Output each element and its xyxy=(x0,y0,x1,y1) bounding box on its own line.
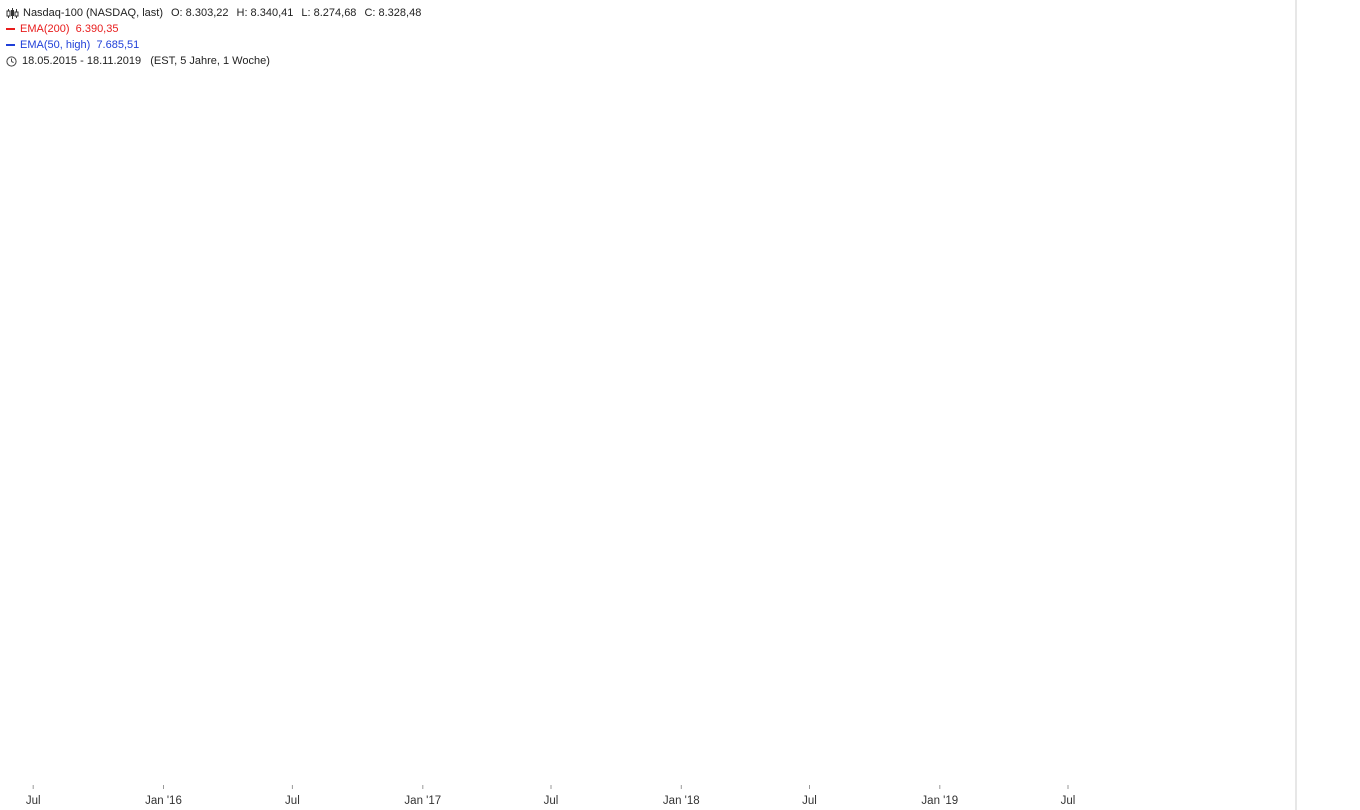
x-tick-label: Jul xyxy=(285,795,300,807)
legend-range: 18.05.2015 - 18.11.2019 xyxy=(22,55,142,67)
legend-open: O: 8.303,22 xyxy=(171,7,229,19)
legend-range-info: (EST, 5 Jahre, 1 Woche) xyxy=(150,55,270,67)
x-tick-label: Jan '16 xyxy=(145,795,182,807)
legend-row-ema50: EMA(50, high) 7.685,51 xyxy=(6,37,421,53)
legend-close: C: 8.328,48 xyxy=(364,7,422,19)
x-axis: Jul Jan '16 Jul Jan '17 Jul Jan '18 Jul Jan '19… xyxy=(26,785,1076,807)
x-tick-label: Jul xyxy=(544,795,559,807)
ema50-swatch xyxy=(6,44,15,46)
chart-legend: Nasdaq-100 (NASDAQ, last) O: 8.303,22 H:… xyxy=(6,5,421,69)
x-tick-label: Jan '19 xyxy=(921,795,958,807)
ema50-label: EMA(50, high) xyxy=(20,39,91,51)
legend-row-ema200: EMA(200) 6.390,35 xyxy=(6,21,421,37)
x-tick-label: Jul xyxy=(1061,795,1076,807)
ema200-label: EMA(200) xyxy=(20,23,70,35)
legend-title: Nasdaq-100 (NASDAQ, last) xyxy=(23,7,163,19)
legend-low: L: 8.274,68 xyxy=(301,7,357,19)
x-tick-label: Jan '17 xyxy=(404,795,441,807)
legend-row-range: 18.05.2015 - 18.11.2019 (EST, 5 Jahre, 1… xyxy=(6,53,421,69)
x-tick-label: Jul xyxy=(26,795,41,807)
legend-row-instrument: Nasdaq-100 (NASDAQ, last) O: 8.303,22 H:… xyxy=(6,5,421,21)
x-tick-label: Jan '18 xyxy=(663,795,700,807)
legend-high: H: 8.340,41 xyxy=(236,7,294,19)
candlestick-icon xyxy=(6,7,19,19)
clock-icon xyxy=(6,55,17,67)
price-axis-background xyxy=(1296,0,1360,810)
ema200-value: 6.390,35 xyxy=(75,23,119,35)
x-tick-label: Jul xyxy=(802,795,817,807)
ema50-value: 7.685,51 xyxy=(96,39,140,51)
ema200-swatch xyxy=(6,28,15,30)
